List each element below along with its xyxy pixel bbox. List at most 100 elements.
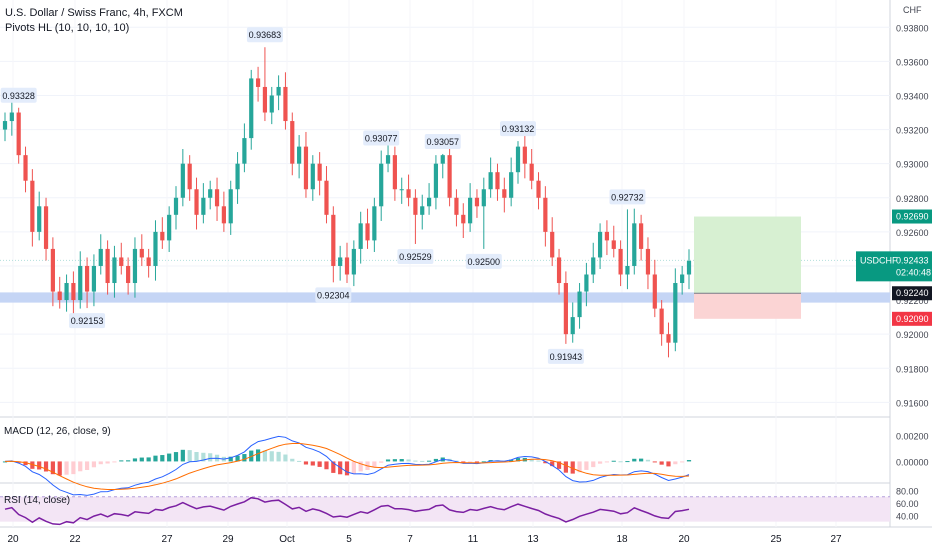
macd-histogram-bar [255,449,261,462]
macd-histogram-bar [173,452,179,462]
candle-body [126,265,131,284]
pivot-label-box [397,248,434,264]
current-price-value: 0.92433 [896,255,929,265]
macd-histogram-bar [659,461,664,465]
macd-histogram-bar [187,450,192,462]
pivot-label-box [0,87,37,103]
macd-histogram-bar [317,461,322,467]
candle-body [208,189,213,198]
macd-histogram-bar [23,461,28,466]
price-tick-label: 0.93200 [896,126,929,136]
macd-histogram-bar [673,461,678,465]
pivot-label: 0.92529 [399,252,432,262]
candle-body [139,248,144,258]
candle-body [105,248,110,284]
macd-histogram-bar [399,459,404,462]
rsi-tick-label: 40.00 [896,511,919,521]
macd-histogram-bar [112,461,117,463]
price-tick-label: 0.93600 [896,57,929,67]
time-tick-label: 18 [616,534,628,545]
candle-body [597,231,603,258]
price-tick-label: 0.91800 [896,364,929,374]
candle-body [317,163,322,181]
candle-body [426,197,432,207]
candle-body [2,121,8,130]
macd-histogram-bar [310,461,315,466]
candle-body [310,163,315,190]
macd-histogram-bar [454,460,459,462]
time-tick-label: 7 [407,534,413,545]
time-tick-label: 29 [222,534,234,545]
candle-body [625,265,630,275]
indicator-title[interactable]: Pivots HL (10, 10, 10, 10) [5,22,130,34]
candle-body [413,197,418,215]
price-tick-label: 0.92600 [896,228,929,238]
macd-histogram-bar [461,461,466,463]
macd-histogram-bar [392,459,397,462]
macd-histogram-bar [290,458,295,462]
candle-body [173,197,179,215]
target-zone [694,216,801,294]
price-tag-label: 0.92090 [896,314,929,324]
macd-histogram-bar [584,461,589,470]
candle-body [297,146,302,164]
candle-body [344,257,350,275]
macd-histogram-bar [420,460,425,462]
macd-tick-label: 0.00200 [896,432,929,442]
macd-histogram-bar [529,458,534,462]
candle-body [365,223,370,241]
rsi-tick-label: 80.00 [896,487,919,497]
candle-body [591,257,596,275]
candle-body [228,189,233,224]
candle-body [420,206,425,215]
candle-body [132,248,138,284]
macd-histogram-bar [625,461,630,463]
macd-histogram-bar [331,461,336,473]
candle-body [536,180,541,198]
macd-histogram-bar [406,459,411,462]
price-tick-label: 0.93800 [896,23,929,33]
stop-zone [694,293,801,319]
candle-body [50,248,55,292]
price-tick-label: 0.93000 [896,160,929,170]
candle-body [324,180,329,215]
macd-histogram-bar [344,461,350,476]
pivot-label-box [547,348,584,364]
signal-line [4,442,690,490]
macd-tick-label: 0.00000 [896,457,929,467]
price-tick-label: 0.93400 [896,91,929,101]
macd-histogram-bar [515,458,521,462]
time-tick-label: 11 [468,534,479,545]
macd-title: MACD (12, 26, close, 9) [4,426,111,437]
macd-histogram-bar [91,461,97,468]
candle-body [242,138,247,164]
candle-body [372,206,377,241]
macd-histogram-bar [468,461,473,463]
candle-body [23,155,28,181]
pivot-label: 0.93328 [2,91,35,101]
candle-body [652,274,657,309]
pivot-label: 0.92304 [317,290,350,300]
macd-histogram-bar [577,461,582,473]
macd-histogram-bar [570,461,575,474]
candle-body [249,78,254,139]
macd-histogram-bar [30,461,35,469]
support-zone [0,292,890,303]
macd-histogram-bar [385,459,391,462]
macd-histogram-bar [481,461,486,463]
macd-histogram-bar [591,461,596,468]
time-tick-label: 27 [830,534,842,545]
candle-body [187,163,192,190]
macd-histogram-bar [556,461,562,469]
macd-histogram-bar [228,456,233,462]
candle-body [556,257,562,284]
macd-histogram-bar [426,460,432,462]
macd-histogram-bar [618,461,623,463]
candle-body [351,248,356,275]
candle-body [153,231,158,266]
candle-body [221,206,226,224]
candle-body [214,189,220,207]
candle-body [71,283,76,301]
pivot-label-box [363,130,400,146]
